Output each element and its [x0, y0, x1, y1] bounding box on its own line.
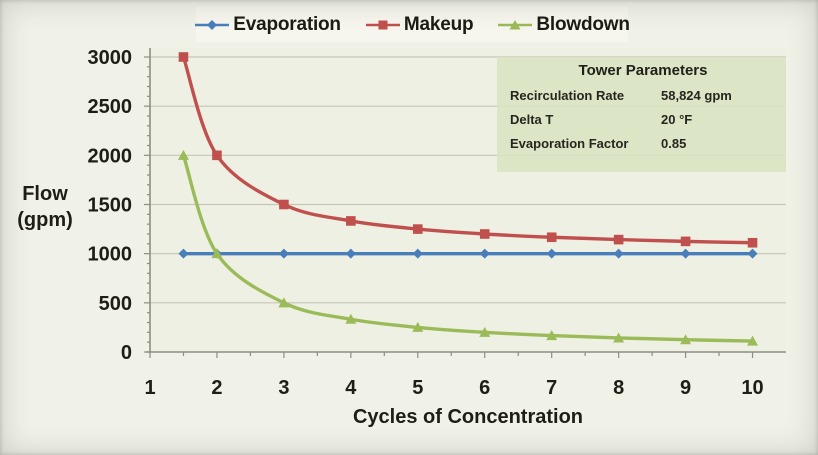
y-tick-label-3000: 3000	[88, 47, 133, 69]
y-axis-title: Flow (gpm)	[6, 181, 84, 233]
x-tick-label-8: 8	[613, 377, 624, 399]
marker-evaporation-x7	[546, 248, 557, 259]
marker-blowdown-x7	[546, 330, 558, 341]
marker-blowdown-x3	[278, 297, 290, 308]
legend-label: Makeup	[403, 13, 474, 35]
marker-evaporation-x8	[613, 248, 624, 259]
y-axis-title-line1: Flow	[22, 183, 68, 205]
tower-parameters-title: Tower Parameters	[578, 62, 708, 79]
makeup-legend-marker-icon	[365, 20, 400, 29]
marker-makeup-x9	[680, 236, 691, 247]
marker-makeup-x7	[546, 232, 557, 243]
marker-makeup-x8	[613, 234, 624, 245]
marker-blowdown-x10	[747, 335, 759, 346]
evaporation-legend-marker-icon	[195, 19, 230, 30]
x-tick-label-7: 7	[546, 377, 557, 399]
marker-makeup-x1.5	[178, 52, 189, 62]
y-tick-label-2500: 2500	[88, 96, 133, 118]
tower-parameters-box: Tower Parameters Recirculation Rate 58,82…	[497, 57, 786, 172]
x-tick-label-10: 10	[741, 377, 763, 399]
marker-blowdown-x6	[479, 326, 491, 337]
param-label: Evaporation Factor	[510, 136, 629, 151]
marker-evaporation-x3	[278, 248, 289, 259]
marker-evaporation-x6	[479, 248, 490, 259]
marker-blowdown-x4	[345, 313, 357, 324]
chart-legend: Evaporation Makeup Blowdown	[194, 7, 630, 42]
x-tick-label-6: 6	[479, 377, 490, 399]
x-tick-label-4: 4	[345, 377, 357, 399]
x-tick-label-3: 3	[278, 377, 289, 399]
marker-evaporation-x10	[747, 248, 758, 259]
param-label: Delta T	[510, 112, 554, 127]
x-tick-label-9: 9	[680, 377, 691, 399]
legend-item-makeup: Makeup	[365, 14, 474, 36]
y-tick-label-1000: 1000	[88, 244, 133, 266]
marker-evaporation-x4	[345, 248, 356, 259]
param-value: 20 °F	[661, 112, 693, 127]
marker-makeup-x6	[479, 229, 490, 239]
x-tick-label-2: 2	[211, 377, 222, 399]
series-line-makeup	[181, 55, 755, 245]
marker-evaporation-x9	[680, 248, 691, 259]
tower-parameters-rows: Recirculation Rate 58,824 gpm Delta T 20 °F…	[510, 88, 776, 151]
param-row-recirculation-rate: Recirculation Rate 58,824 gpm	[510, 88, 776, 103]
x-axis-title: Cycles of Concentration	[352, 406, 584, 428]
param-value: 58,824 gpm	[661, 88, 732, 103]
marker-makeup-x10	[747, 237, 758, 248]
marker-makeup-x5	[412, 224, 423, 234]
legend-label: Blowdown	[536, 13, 630, 35]
marker-makeup-x4	[346, 216, 356, 226]
x-tick-label-5: 5	[412, 377, 423, 399]
marker-makeup-x2	[212, 150, 222, 161]
legend-label: Evaporation	[233, 13, 341, 35]
marker-evaporation-x5	[412, 248, 423, 259]
y-tick-label-500: 500	[99, 293, 132, 315]
y-tick-label-1500: 1500	[88, 195, 133, 217]
marker-evaporation-x1.5	[178, 248, 189, 259]
legend-item-evaporation: Evaporation	[194, 14, 341, 36]
blowdown-legend-marker-icon	[498, 19, 533, 29]
param-value: 0.85	[661, 136, 687, 151]
y-tick-label-0: 0	[121, 342, 132, 364]
series-line-blowdown	[181, 153, 755, 343]
y-axis-title-line2: (gpm)	[17, 209, 73, 231]
marker-blowdown-x2	[211, 248, 223, 259]
param-label: Recirculation Rate	[510, 88, 625, 103]
x-tick-label-1: 1	[144, 377, 155, 399]
marker-blowdown-x5	[412, 321, 424, 332]
marker-blowdown-x8	[613, 332, 625, 343]
marker-makeup-x3	[279, 199, 289, 210]
param-row-delta-t: Delta T 20 °F	[510, 112, 776, 127]
y-tick-label-2000: 2000	[88, 145, 133, 167]
marker-blowdown-x9	[680, 334, 692, 345]
param-row-evaporation-factor: Evaporation Factor 0.85	[510, 136, 776, 151]
marker-blowdown-x1.5	[177, 149, 189, 160]
legend-item-blowdown: Blowdown	[497, 13, 630, 36]
